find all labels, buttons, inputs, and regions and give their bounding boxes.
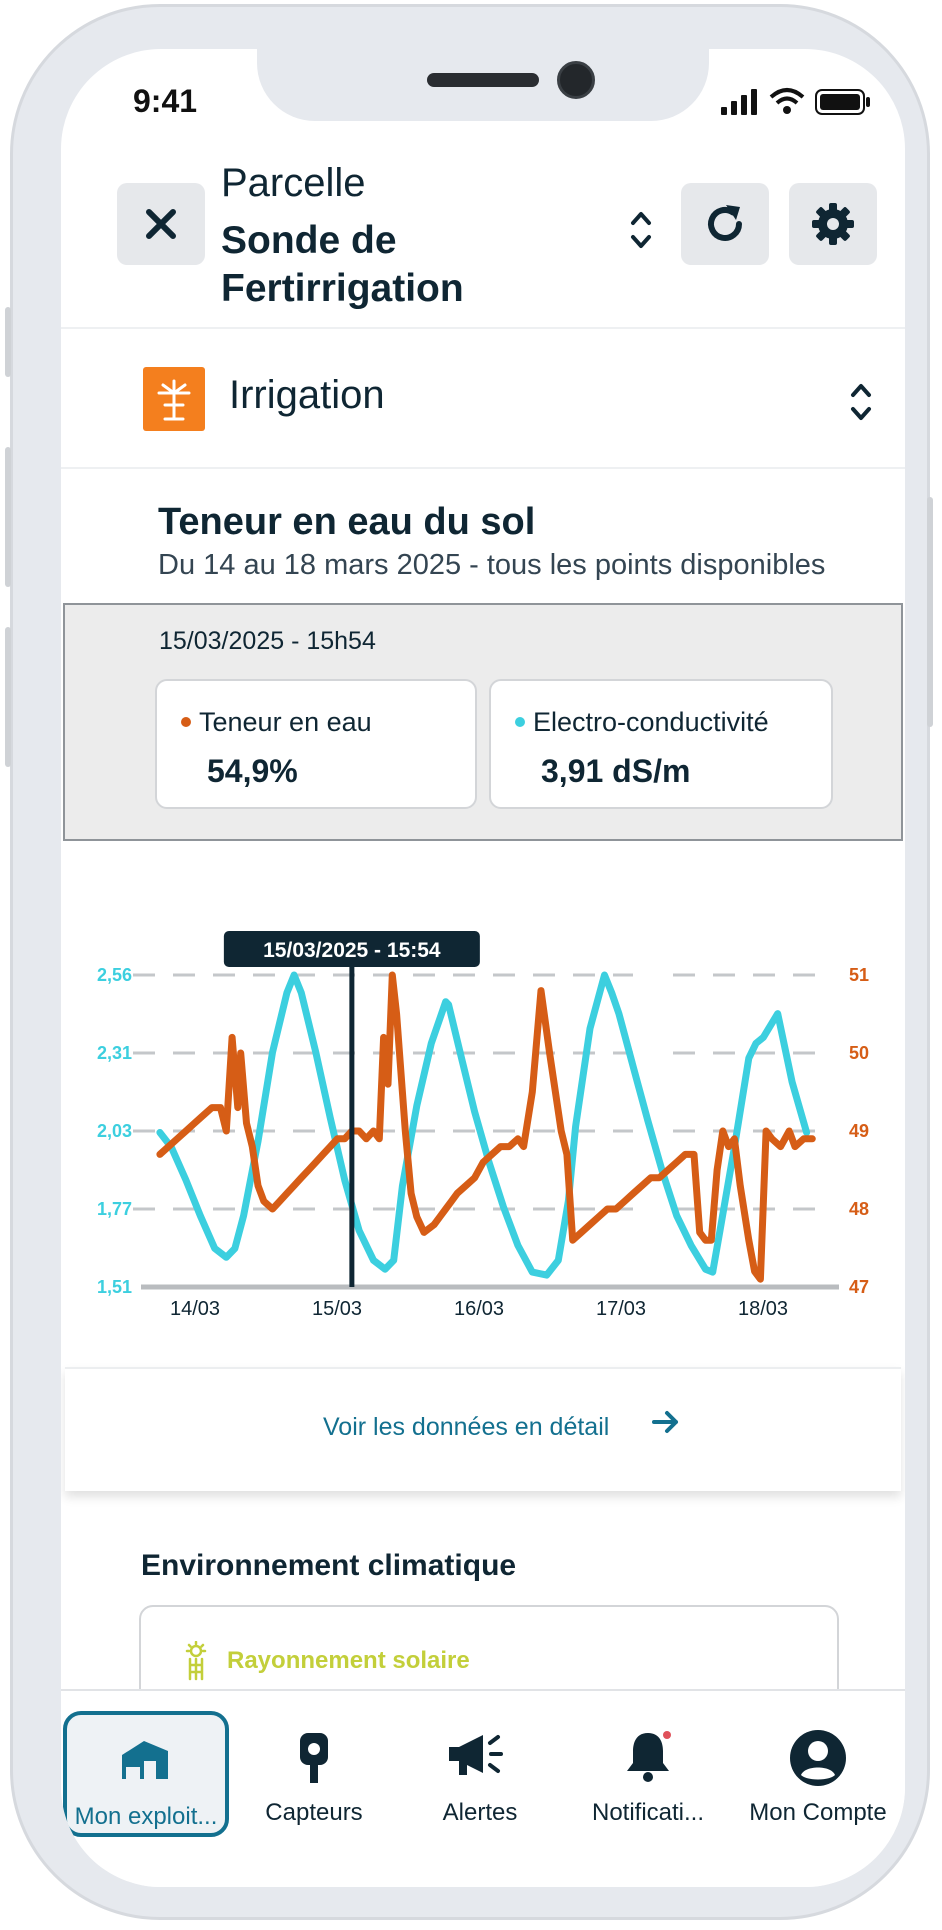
settings-button[interactable] [789,183,877,265]
y-right-tick-label: 51 [849,965,869,985]
screen: 9:41 Parcelle Sonde de Fertirrigation [61,49,905,1887]
camera [557,61,595,99]
notch [257,49,709,121]
water-dot-icon [181,716,191,727]
status-time: 9:41 [133,83,198,119]
conductivity-card: Electro-conductivité 3,91 dS/m [489,679,833,809]
nav-item-sensors[interactable]: Capteurs [231,1711,397,1837]
volume-down-button [5,627,11,767]
bell-icon [627,1731,671,1782]
x-tick-label: 17/03 [596,1298,646,1320]
nav-item-notifications[interactable]: Notificati... [565,1711,731,1837]
megaphone-icon [449,1735,503,1775]
water-content-value: 54,9% [207,753,298,789]
volume-up-button [5,447,11,587]
environment-title: Environnement climatique [141,1549,517,1582]
module-divider [61,467,905,469]
section-title: Teneur en eau du sol [158,501,536,543]
view-details-link[interactable]: Voir les données en détail [323,1413,610,1441]
y-left-tick-label: 2,03 [97,1121,132,1141]
irrigation-icon [143,367,205,431]
close-button[interactable] [117,183,205,265]
view-details-card[interactable]: Voir les données en détail [65,1367,901,1491]
phone-frame: 9:41 Parcelle Sonde de Fertirrigation [5,4,933,1920]
x-tick-label: 15/03 [312,1298,362,1320]
tooltip-label: 15/03/2025 - 15:54 [263,939,441,962]
y-left-tick-label: 1,51 [97,1277,132,1297]
solar-radiation-label: Rayonnement solaire [227,1647,470,1674]
solar-radiation-icon [185,1641,207,1681]
nav-item-alerts[interactable]: Alertes [397,1711,563,1837]
water-series-line [156,971,816,1283]
sensor-icon [300,1733,328,1783]
header-divider [61,327,905,329]
bottom-nav: Mon exploit... Capteurs Alertes [61,1689,905,1887]
nav-label-notifications: Notificati... [591,1799,705,1826]
y-left-tick-label: 1,77 [97,1199,132,1219]
y-left-tick-label: 2,31 [97,1043,132,1063]
gear-icon [812,203,854,245]
y-right-tick-label: 47 [849,1277,869,1297]
nav-label-account: Mon Compte [749,1799,887,1826]
power-button [927,497,933,727]
nav-label-alerts: Alertes [442,1799,518,1826]
module-chevron-updown-icon[interactable] [847,379,875,425]
nav-label-sensors: Capteurs [265,1799,363,1826]
conductivity-label: Electro-conductivité [533,707,769,737]
refresh-icon [708,205,742,241]
y-right-tick-label: 49 [849,1121,869,1141]
battery-icon [815,89,870,115]
water-content-label: Teneur en eau [199,707,372,737]
readout-date: 15/03/2025 - 15h54 [159,627,376,655]
side-button [5,307,11,377]
x-tick-label: 16/03 [454,1298,504,1320]
farm-icon [122,1741,168,1779]
soil-moisture-chart[interactable]: 2,56 51 2,31 50 2,03 49 1,77 48 1,51 47 14/03 15/03… [61,869,905,1349]
tooltip-box [223,931,480,967]
water-content-card: Teneur en eau 54,9% [155,679,477,809]
parcel-label: Parcelle [221,161,366,205]
y-right-tick-label: 48 [849,1199,869,1219]
module-selector-label[interactable]: Irrigation [229,373,385,417]
ec-dot-icon [515,716,525,727]
section-subtitle: Du 14 au 18 mars 2025 - tous les points … [158,549,826,581]
page-title: Sonde de Fertirrigation [221,219,464,310]
close-icon [146,209,176,239]
speaker [427,73,539,87]
x-tick-label: 18/03 [738,1298,788,1320]
irrigation-glyph [157,379,191,421]
wifi-icon [769,88,805,114]
nav-label-farm: Mon exploit... [74,1803,218,1830]
y-left-tick-label: 2,56 [97,965,132,985]
account-icon [790,1730,846,1786]
nav-item-account[interactable]: Mon Compte [733,1711,903,1837]
conductivity-value: 3,91 dS/m [541,753,691,789]
refresh-button[interactable] [681,183,769,265]
ec-series-line [156,971,811,1279]
x-tick-label: 14/03 [170,1298,220,1320]
signal-icon [721,89,757,115]
y-right-tick-label: 50 [849,1043,869,1063]
arrow-right-icon [652,1411,678,1433]
readout-panel: 15/03/2025 - 15h54 Teneur en eau 54,9% E… [63,603,903,841]
chevron-updown-icon[interactable] [627,207,655,253]
nav-item-farm[interactable]: Mon exploit... [63,1711,229,1837]
